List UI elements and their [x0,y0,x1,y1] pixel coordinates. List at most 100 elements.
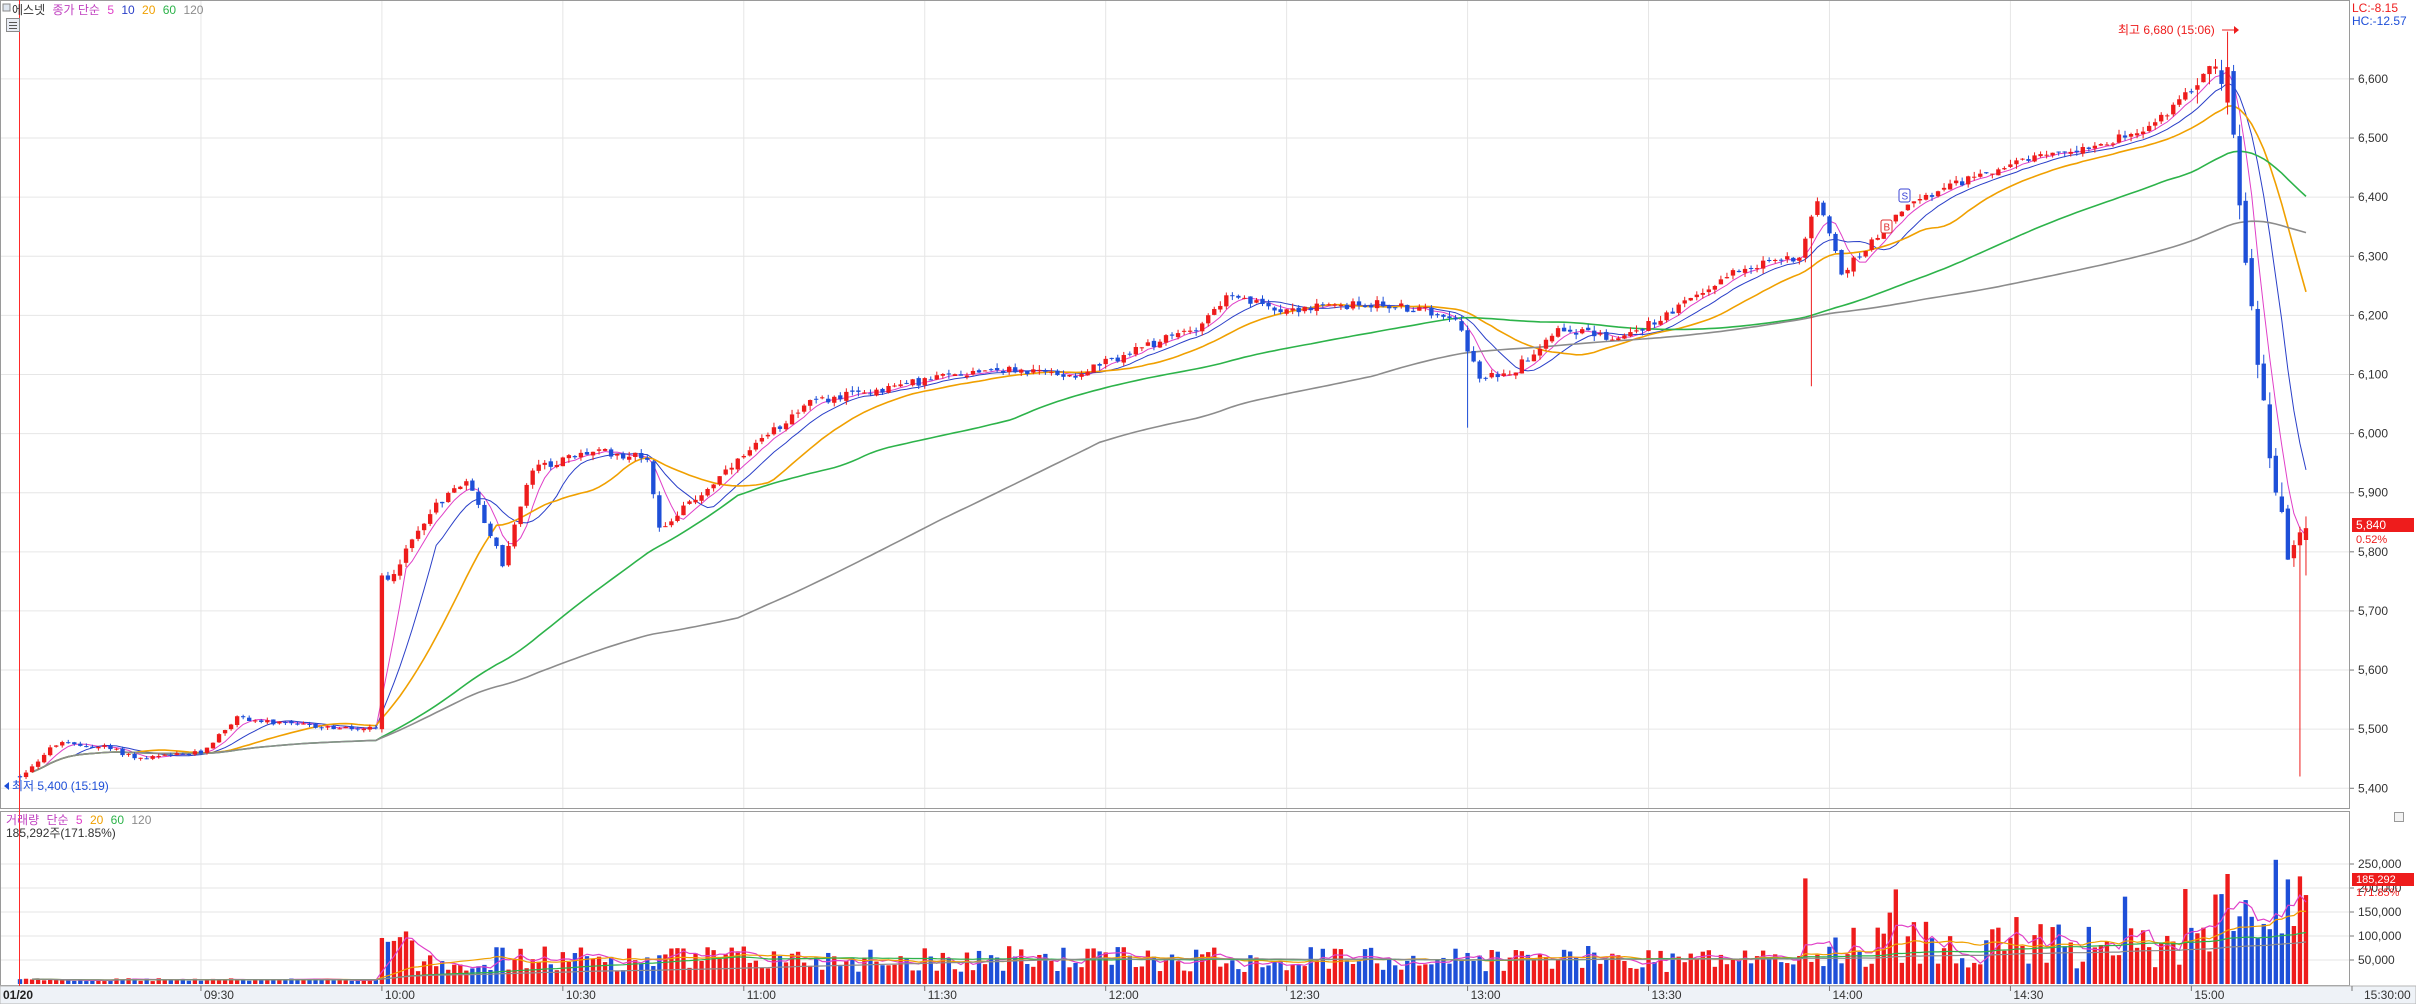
volume-bar[interactable] [500,947,505,984]
candle[interactable] [2032,152,2037,163]
volume-bar[interactable] [1718,954,1724,984]
candle[interactable] [1145,339,1151,347]
candle[interactable] [1320,302,1325,308]
candle[interactable] [741,454,746,459]
volume-bar[interactable] [1193,949,1199,984]
candle[interactable] [1411,307,1416,313]
candle[interactable] [675,511,680,523]
volume-bar[interactable] [2273,859,2278,984]
candle[interactable] [2213,59,2218,74]
volume-bar[interactable] [1079,967,1084,984]
candle[interactable] [2146,121,2152,133]
candle[interactable] [1525,357,1531,362]
volume-bar[interactable] [807,965,813,984]
volume-bar[interactable] [1031,966,1036,984]
candle[interactable] [2068,148,2073,157]
candle[interactable] [1604,329,1609,341]
volume-bar[interactable] [717,958,722,984]
volume-bar[interactable] [1555,959,1561,984]
buy-signal-icon[interactable]: B [1880,219,1893,234]
candle[interactable] [216,733,222,743]
candle[interactable] [1899,210,1905,217]
candle[interactable] [1923,192,1929,201]
volume-bar[interactable] [850,958,855,984]
volume-bar[interactable] [132,978,137,984]
volume-bar[interactable] [2165,935,2170,984]
volume-bar[interactable] [1857,951,1862,984]
volume-bar[interactable] [488,969,493,984]
candle[interactable] [1115,354,1120,363]
candle[interactable] [669,518,674,528]
volume-bar[interactable] [530,959,535,984]
volume-bar[interactable] [1296,964,1301,984]
volume-bar[interactable] [90,980,95,984]
candle[interactable] [1091,364,1096,373]
volume-bar[interactable] [1766,957,1772,984]
candle[interactable] [1658,315,1663,326]
candle[interactable] [1477,359,1482,383]
volume-bar[interactable] [1127,955,1132,984]
candle[interactable] [1405,304,1410,313]
volume-bar[interactable] [2134,947,2140,984]
candle[interactable] [590,451,596,461]
volume-bar[interactable] [60,980,65,984]
volume-bar[interactable] [1236,969,1241,984]
volume-bar[interactable] [47,979,53,984]
candle[interactable] [2116,129,2122,144]
candle[interactable] [2020,158,2025,161]
volume-bar[interactable] [1115,947,1120,984]
candle[interactable] [434,498,439,515]
candle[interactable] [1073,373,1078,380]
candle[interactable] [476,487,481,509]
volume-bar[interactable] [379,937,385,984]
candle[interactable] [910,378,915,387]
candle[interactable] [874,387,879,397]
candle[interactable] [2183,87,2188,101]
volume-bar[interactable] [1091,948,1096,984]
candle[interactable] [132,752,137,761]
candle[interactable] [976,368,982,374]
candle[interactable] [1061,370,1066,381]
volume-bar[interactable] [1803,878,1808,984]
volume-bar[interactable] [2140,930,2146,984]
candle[interactable] [2207,65,2212,85]
candle[interactable] [1519,355,1525,374]
volume-bar[interactable] [1019,949,1024,984]
volume-bar[interactable] [1592,952,1597,984]
volume-bar[interactable] [512,959,517,984]
volume-bar[interactable] [898,956,903,984]
volume-bar[interactable] [1109,964,1114,984]
volume-bar[interactable] [2201,927,2206,984]
volume-bar[interactable] [651,966,656,984]
candle[interactable] [355,726,360,732]
candle[interactable] [1393,307,1398,311]
candle[interactable] [1356,296,1362,310]
candle[interactable] [922,377,927,389]
candle[interactable] [2153,118,2158,130]
candle[interactable] [645,454,650,463]
volume-bar[interactable] [1724,964,1730,984]
candle[interactable] [512,522,517,549]
candle[interactable] [120,746,125,757]
candle[interactable] [1429,305,1434,319]
volume-bar[interactable] [2159,942,2164,984]
candle[interactable] [1380,296,1386,308]
volume-bar[interactable] [735,951,740,984]
volume-bar[interactable] [1254,957,1259,984]
candle[interactable] [72,741,77,746]
volume-bar[interactable] [934,970,939,984]
volume-bar[interactable] [1815,954,1820,984]
candle[interactable] [1055,369,1060,376]
candle[interactable] [66,739,71,744]
candle[interactable] [2056,151,2061,156]
candle[interactable] [663,522,668,528]
candle[interactable] [548,458,553,471]
candle[interactable] [2026,155,2031,163]
volume-bar[interactable] [1483,971,1488,984]
volume-bar[interactable] [2050,927,2055,984]
candle[interactable] [494,537,499,549]
volume-bar[interactable] [307,979,312,984]
volume-bar[interactable] [2177,964,2182,984]
candle[interactable] [1959,177,1965,187]
candle[interactable] [253,719,258,724]
